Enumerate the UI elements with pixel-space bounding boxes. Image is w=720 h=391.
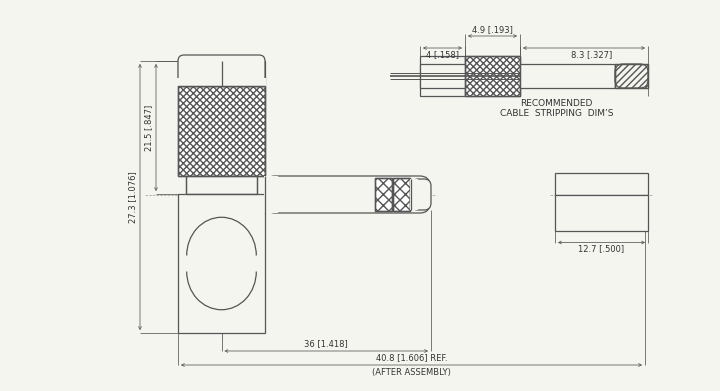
FancyBboxPatch shape [265,176,430,213]
Bar [178,61,265,86]
Bar [375,178,392,211]
Text: RECOMMENDED: RECOMMENDED [521,99,593,108]
Bar [177,78,266,86]
Bar [615,64,648,88]
Bar [178,86,265,176]
Bar [375,178,392,211]
Bar [555,172,648,194]
Bar [555,194,648,231]
FancyBboxPatch shape [615,64,648,88]
Bar [420,64,465,88]
Bar [375,178,392,211]
Bar [615,64,648,88]
Bar [393,178,410,211]
Text: 12.7 [.500]: 12.7 [.500] [578,244,624,253]
Text: 8.3 [.327]: 8.3 [.327] [572,50,613,59]
Bar [465,56,520,96]
Text: 36 [1.418]: 36 [1.418] [305,339,348,348]
Bar [520,64,615,88]
FancyBboxPatch shape [178,55,265,86]
Text: 4.9 [.193]: 4.9 [.193] [472,25,513,34]
Text: 27.3 [1.076]: 27.3 [1.076] [128,171,137,223]
Bar [393,178,410,211]
Text: 21.5 [.847]: 21.5 [.847] [144,104,153,151]
FancyBboxPatch shape [411,179,431,210]
Bar [178,86,265,176]
Bar [465,56,520,96]
Text: CABLE  STRIPPING  DIM’S: CABLE STRIPPING DIM’S [500,109,613,118]
Bar [420,56,465,96]
Bar [410,179,418,210]
Bar [465,56,520,96]
Bar [393,178,410,211]
Text: 4 [.158]: 4 [.158] [426,50,459,59]
Bar [178,194,265,333]
Bar [186,176,257,194]
Bar [264,176,278,213]
Bar [178,86,265,176]
Text: (AFTER ASSEMBLY): (AFTER ASSEMBLY) [372,368,451,377]
Text: 40.8 [1.606] REF.: 40.8 [1.606] REF. [376,353,447,362]
